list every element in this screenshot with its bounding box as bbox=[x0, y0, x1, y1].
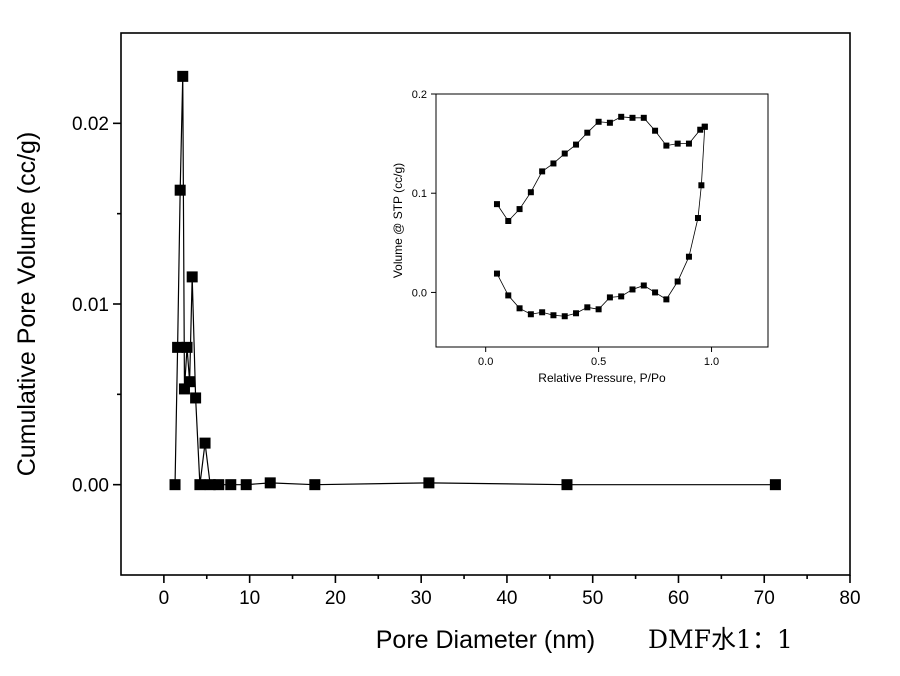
main-data-point bbox=[309, 479, 321, 491]
main-series-1-line bbox=[174, 76, 776, 486]
main-data-point bbox=[186, 271, 198, 283]
inset-data-point bbox=[561, 150, 568, 157]
inset-data-point bbox=[685, 140, 692, 147]
inset-data-point bbox=[629, 286, 636, 293]
inset-data-point bbox=[516, 305, 523, 312]
inset-data-point bbox=[516, 206, 523, 213]
inset-data-point bbox=[595, 306, 602, 313]
inset-data-point bbox=[584, 129, 591, 136]
inset-data-point bbox=[527, 311, 534, 318]
main-data-point bbox=[174, 184, 186, 196]
inset-data-point bbox=[573, 310, 580, 317]
main-y-axis-label: Cumulative Pore Volume (cc/g) bbox=[13, 132, 41, 477]
main-data-point bbox=[213, 479, 225, 491]
inset-data-point bbox=[640, 282, 647, 289]
main-data-point bbox=[204, 479, 216, 491]
inset-data-point bbox=[606, 119, 613, 126]
inset-data-point bbox=[595, 118, 602, 125]
inset-data-point bbox=[701, 123, 708, 130]
main-x-tick-label: 20 bbox=[325, 588, 346, 609]
inset-data-point bbox=[493, 201, 500, 208]
main-data-point bbox=[769, 479, 781, 491]
main-x-tick-label: 60 bbox=[668, 588, 689, 609]
main-x-tick-label: 10 bbox=[239, 588, 260, 609]
inset-data-point bbox=[674, 278, 681, 285]
main-data-point bbox=[240, 479, 252, 491]
main-data-point bbox=[264, 477, 276, 489]
inset-data-point bbox=[629, 114, 636, 121]
main-data-point bbox=[172, 341, 184, 353]
main-plot: 0 10 20 30 40 50 60 70 80 0.00 0.01 0.02 Pore Diamet… bbox=[13, 32, 861, 654]
inset-data-point bbox=[505, 292, 512, 299]
inset-data-point bbox=[698, 182, 705, 189]
inset-data-point bbox=[584, 304, 591, 311]
inset-data-point bbox=[550, 160, 557, 167]
main-x-tick-label: 40 bbox=[496, 588, 517, 609]
inset-data-point bbox=[550, 312, 557, 319]
inset-data-point bbox=[652, 127, 659, 134]
inset-data-point bbox=[685, 253, 692, 260]
inset-data-point bbox=[539, 168, 546, 175]
main-data-point bbox=[423, 477, 435, 489]
inset-series-1-line bbox=[496, 126, 706, 317]
main-y-tick-label: 0.01 bbox=[72, 295, 109, 316]
main-x-tick-label: 70 bbox=[754, 588, 775, 609]
inset-y-tick-label: 0.0 bbox=[412, 287, 427, 299]
main-data-point bbox=[169, 479, 181, 491]
inset-data-point bbox=[640, 114, 647, 121]
inset-data-point bbox=[674, 140, 681, 147]
inset-data-point bbox=[652, 289, 659, 296]
inset-y-axis-label: Volume @ STP (cc/g) bbox=[391, 163, 405, 278]
inset-series-2-line bbox=[496, 116, 705, 222]
inset-x-axis-label: Relative Pressure, P/Po bbox=[538, 371, 666, 385]
main-data-point bbox=[194, 479, 206, 491]
main-data-point bbox=[199, 437, 211, 449]
main-data-point bbox=[184, 376, 196, 388]
inset-data-point bbox=[493, 270, 500, 277]
inset-frame bbox=[435, 93, 769, 348]
main-y-tick-label: 0.02 bbox=[72, 114, 109, 135]
main-data-point bbox=[181, 341, 193, 353]
main-x-tick-label: 0 bbox=[159, 588, 170, 609]
main-x-tick-label: 30 bbox=[411, 588, 432, 609]
inset-data-point bbox=[618, 113, 625, 120]
inset-plot: 0.0 0.5 1.0 0.0 0.1 0.2 Relative Pressure, P/P… bbox=[391, 89, 769, 385]
inset-data-point bbox=[505, 217, 512, 224]
main-x-tick-label: 80 bbox=[839, 588, 860, 609]
main-data-point bbox=[177, 70, 189, 82]
main-x-axis-label: Pore Diameter (nm) bbox=[376, 626, 596, 654]
main-y-tick-label: 0.00 bbox=[72, 476, 109, 497]
main-data-point bbox=[225, 479, 237, 491]
inset-x-tick-label: 1.0 bbox=[704, 356, 719, 368]
main-data-point bbox=[190, 392, 202, 404]
inset-data-point bbox=[527, 189, 534, 196]
sample-annotation: DMF水1：1 bbox=[648, 625, 793, 654]
inset-data-point bbox=[539, 309, 546, 316]
inset-y-tick-label: 0.1 bbox=[412, 188, 427, 200]
main-data-point bbox=[561, 479, 573, 491]
main-data-point bbox=[178, 383, 190, 395]
inset-data-point bbox=[561, 313, 568, 320]
inset-data-point bbox=[573, 141, 580, 148]
inset-data-point bbox=[663, 142, 670, 149]
main-x-tick-label: 50 bbox=[582, 588, 603, 609]
inset-x-tick-label: 0.0 bbox=[478, 356, 493, 368]
inset-data-point bbox=[618, 293, 625, 300]
inset-data-point bbox=[606, 294, 613, 301]
inset-data-point bbox=[697, 126, 704, 133]
main-frame bbox=[120, 32, 851, 576]
inset-y-tick-label: 0.2 bbox=[412, 89, 427, 101]
inset-data-point bbox=[663, 296, 670, 303]
inset-data-point bbox=[694, 215, 701, 222]
inset-x-tick-label: 0.5 bbox=[591, 356, 606, 368]
